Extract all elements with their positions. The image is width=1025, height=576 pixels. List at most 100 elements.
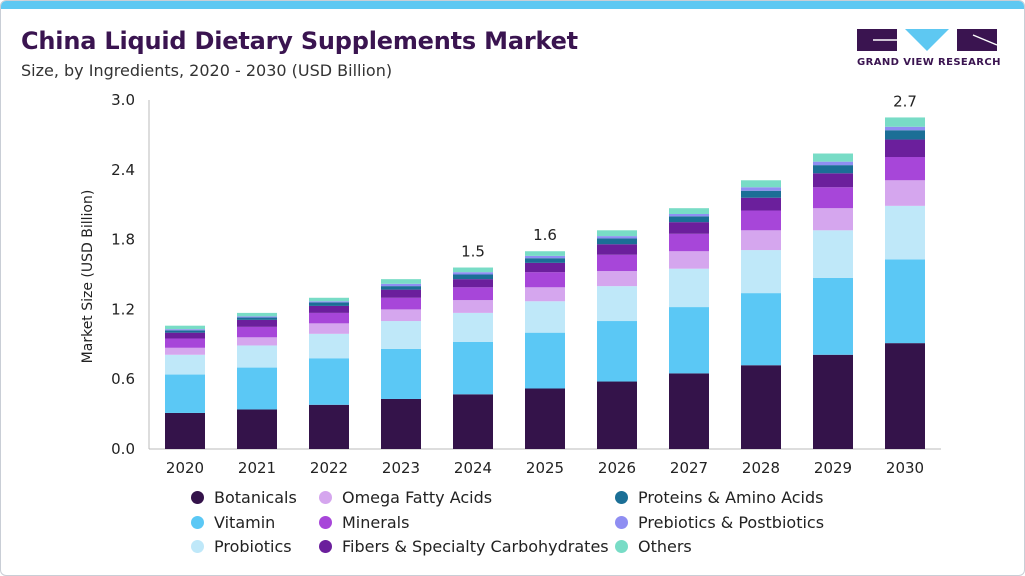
bar-segment <box>309 404 349 449</box>
bar-segment <box>237 312 277 317</box>
legend-label: Others <box>638 537 692 556</box>
legend-swatch <box>319 540 332 553</box>
bar-segment <box>597 238 637 245</box>
bar-segment <box>669 307 709 374</box>
bar-segment <box>885 117 925 127</box>
bar-segment <box>885 139 925 158</box>
bar-segment <box>885 259 925 344</box>
bar-segment <box>453 300 493 313</box>
bar-segment <box>597 236 637 239</box>
bar-segment <box>237 319 277 327</box>
data-label: 1.6 <box>533 226 557 244</box>
bar-segment <box>741 197 781 211</box>
bar-segment <box>381 309 421 322</box>
legend-swatch <box>191 516 204 529</box>
bar-segment <box>597 254 637 272</box>
legend-item: Omega Fatty Acids <box>319 488 492 507</box>
bar-segment <box>669 251 709 269</box>
x-tick-label: 2021 <box>238 459 276 477</box>
bar-segment <box>813 161 853 166</box>
x-tick-label: 2026 <box>598 459 636 477</box>
chart-legend: Botanicals Vitamin Probiotics Omega Fatty A… <box>191 488 891 568</box>
bar-segment <box>741 230 781 251</box>
bar-segment <box>453 279 493 288</box>
legend-item: Botanicals <box>191 488 297 507</box>
bar-segment <box>165 330 205 333</box>
grand-view-research-logo <box>857 29 998 51</box>
bar-segment <box>741 180 781 188</box>
legend-item: Prebiotics & Postbiotics <box>615 513 824 532</box>
legend-label: Minerals <box>342 513 410 532</box>
data-label: 2.7 <box>893 92 917 110</box>
bar-segment <box>741 293 781 366</box>
bar-segment <box>237 367 277 410</box>
bar-segment <box>597 286 637 322</box>
bar-segment <box>813 277 853 355</box>
legend-label: Probiotics <box>214 537 292 556</box>
logo-block-right <box>957 29 997 51</box>
logo-triangle <box>905 29 949 51</box>
bar-segment <box>381 286 421 290</box>
bar-segment <box>885 205 925 260</box>
bar-segment <box>381 289 421 298</box>
y-axis-title: Market Size (USD Billion) <box>80 190 96 364</box>
bar-segment <box>453 272 493 275</box>
legend-swatch <box>319 516 332 529</box>
bar-segment <box>453 287 493 301</box>
bar-segment <box>741 210 781 231</box>
bar-segment <box>813 165 853 174</box>
legend-label: Botanicals <box>214 488 297 507</box>
y-tick-label: 0.0 <box>111 440 135 458</box>
bar-segment <box>525 258 565 263</box>
bar-segment <box>885 343 925 449</box>
bar-segment <box>309 301 349 303</box>
bar-segment <box>813 153 853 162</box>
legend-item: Proteins & Amino Acids <box>615 488 823 507</box>
bar-segment <box>741 190 781 198</box>
bar-segment <box>885 126 925 131</box>
bar-segment <box>741 365 781 449</box>
legend-item: Probiotics <box>191 537 292 556</box>
bar-segment <box>237 317 277 320</box>
bar-segment <box>813 354 853 449</box>
chart-title: China Liquid Dietary Supplements Market <box>21 27 578 55</box>
bar-segment <box>381 348 421 399</box>
x-tick-label: 2027 <box>670 459 708 477</box>
bar-segment <box>669 373 709 449</box>
bar-segment <box>597 271 637 287</box>
bar-segment <box>669 268 709 308</box>
bar-segment <box>309 312 349 324</box>
stacked-bar-chart: 0.0 0.6 1.2 1.8 2.4 3.0 Market Size (USD Billi… <box>80 91 941 477</box>
bar-segment <box>237 409 277 449</box>
bar-segment <box>165 325 205 330</box>
bar-segment <box>309 297 349 302</box>
logo-text: GRAND VIEW RESEARCH <box>857 57 1001 68</box>
legend-item: Vitamin <box>191 513 275 532</box>
bar-segment <box>885 157 925 181</box>
bar-segment <box>309 305 349 313</box>
bar-segment <box>525 388 565 449</box>
bar-segment <box>309 333 349 359</box>
legend-label: Omega Fatty Acids <box>342 488 493 507</box>
bar-segment <box>525 251 565 256</box>
bar-segment <box>813 208 853 231</box>
bar-segment <box>165 374 205 413</box>
legend-swatch <box>615 491 628 504</box>
bar-segment <box>381 321 421 349</box>
y-tick-label: 1.8 <box>111 231 135 249</box>
bar-segment <box>669 214 709 217</box>
legend-item: Minerals <box>319 513 409 532</box>
logo-line-right <box>972 34 998 46</box>
legend-label: Proteins & Amino Acids <box>638 488 824 507</box>
bar-segment <box>813 173 853 188</box>
bar-segment <box>237 345 277 368</box>
legend-swatch <box>615 540 628 553</box>
x-tick-label: 2022 <box>310 459 348 477</box>
bar-segment <box>669 208 709 215</box>
legend-label: Vitamin <box>214 513 276 532</box>
bar-segment <box>165 329 205 331</box>
bar-segment <box>381 283 421 287</box>
y-tick-label: 1.2 <box>111 300 135 318</box>
bar-segment <box>453 341 493 395</box>
